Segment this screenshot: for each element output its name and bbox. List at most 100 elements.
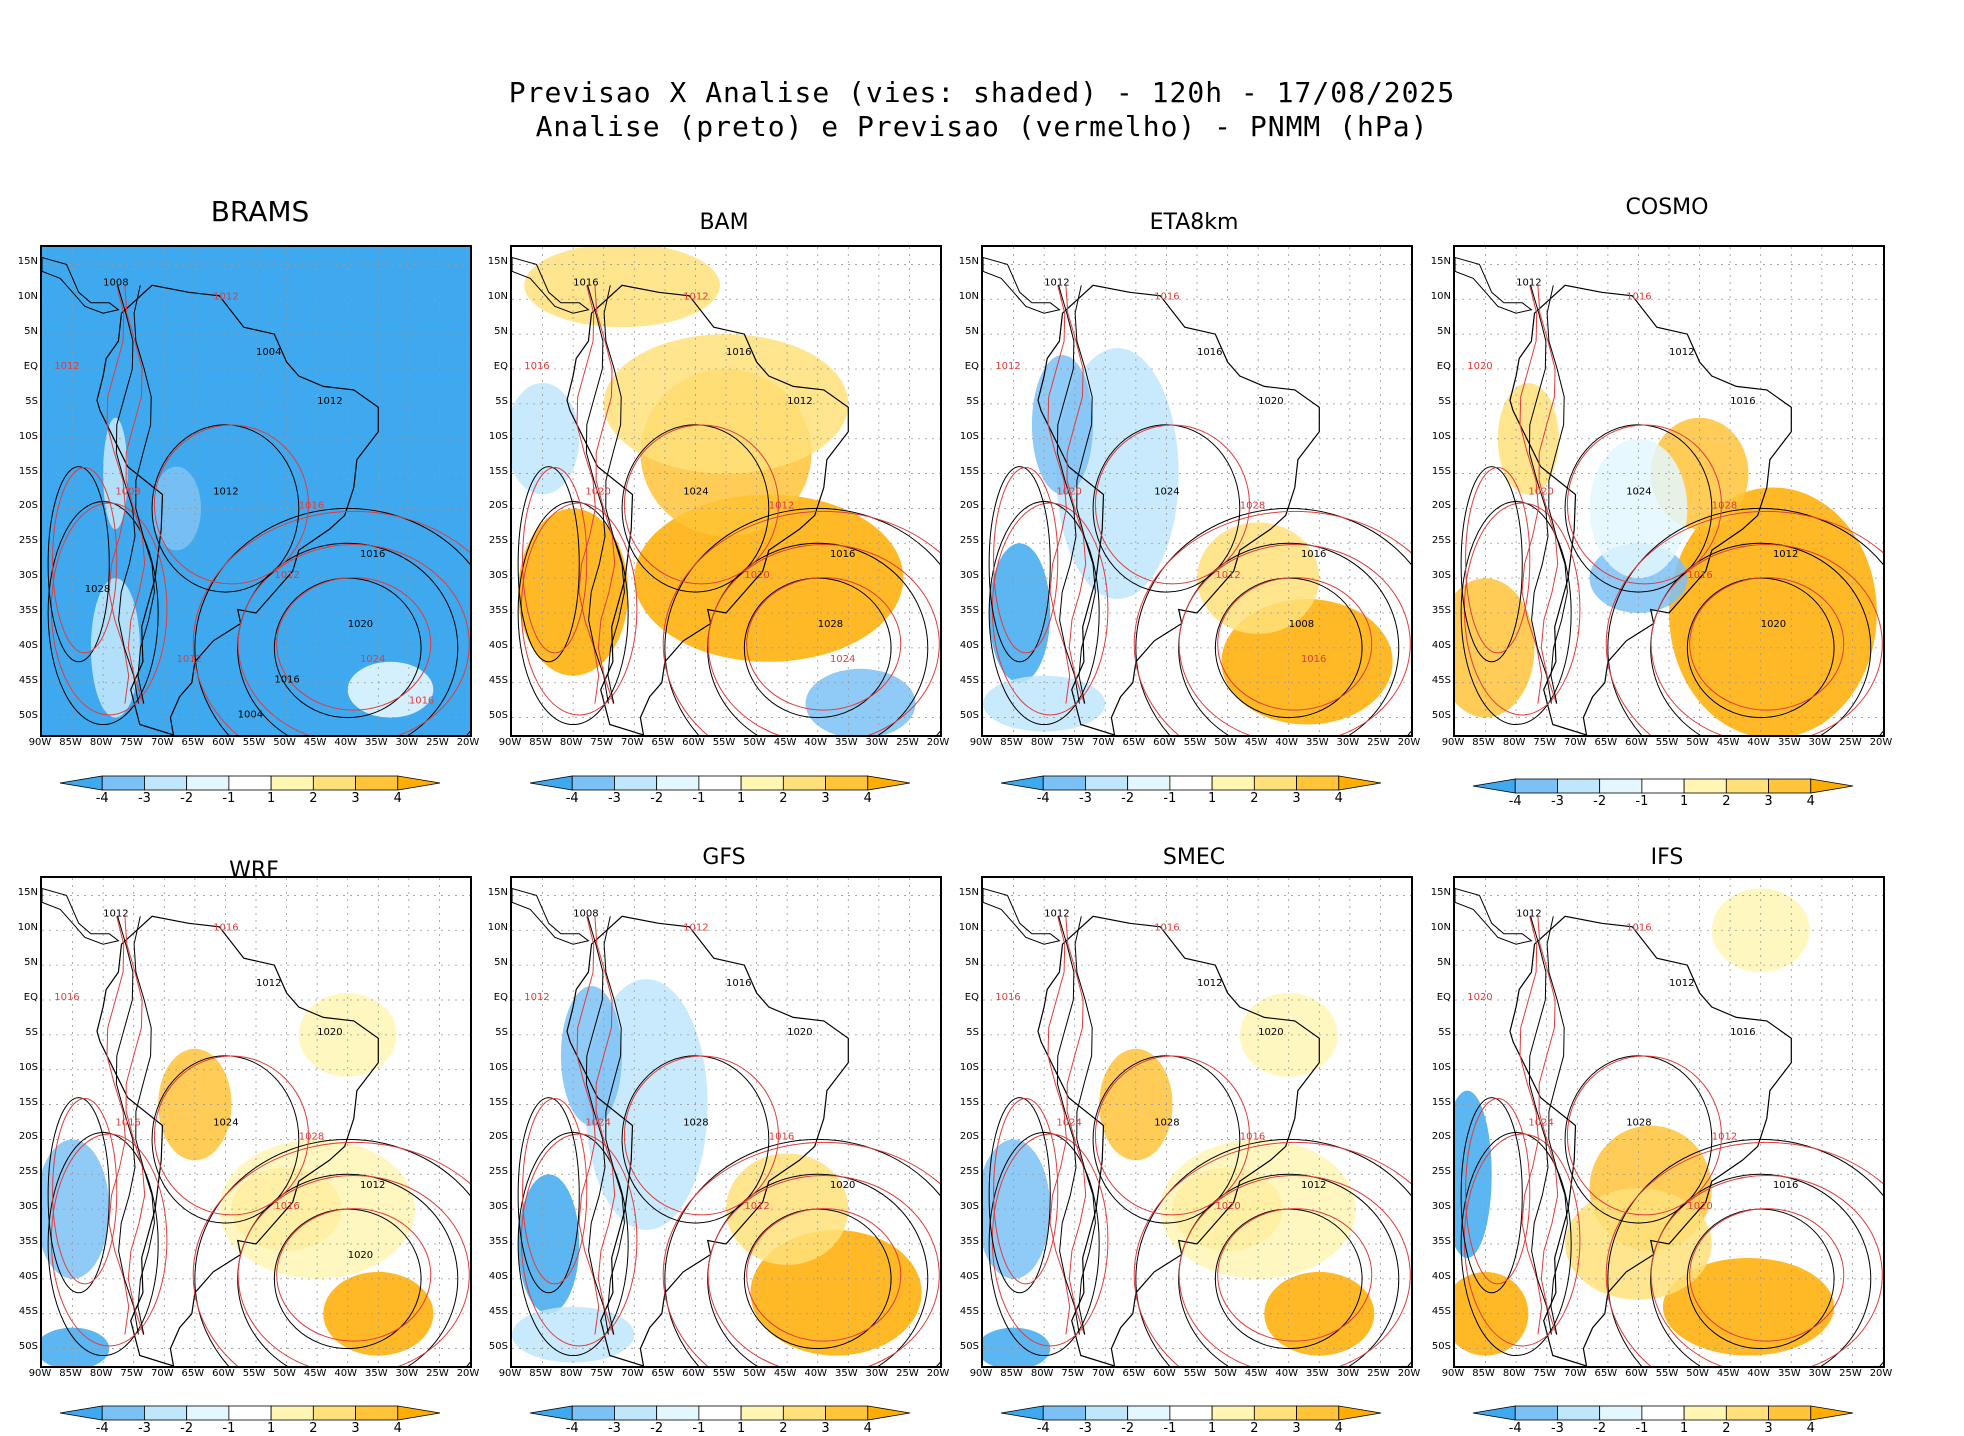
lon-tick-label: 35W (364, 737, 388, 748)
lon-tick-label: 85W (529, 737, 552, 748)
map-panel-gfs: 1008 1012 1016 1012 1020 1024 1028 1016 1020 1012 (510, 876, 942, 1368)
lat-tick-label: 40S (488, 1270, 508, 1282)
isobar-label: 1016 (995, 992, 1020, 1003)
lon-tick-label: 55W (1183, 1368, 1207, 1379)
isobar-label: 1020 (1761, 619, 1786, 630)
analysis-isobar (47, 466, 110, 663)
colorbar-label: 3 (821, 791, 830, 806)
lon-tick-label: 35W (834, 737, 858, 748)
lat-tick-label: 5S (1438, 395, 1451, 407)
isobar-label: 1028 (1626, 1117, 1651, 1128)
lon-tick-label: 85W (1000, 1368, 1023, 1379)
isobar-label: 1016 (830, 549, 855, 560)
colorbar-segment (656, 1405, 700, 1421)
analysis-isobar (1528, 916, 1552, 1335)
lat-tick-label: 25S (959, 535, 979, 547)
colorbar-segment (1810, 1405, 1854, 1421)
lon-tick-label: 85W (1472, 1368, 1495, 1379)
bias-shading (524, 247, 720, 328)
lat-tick-label: 10S (488, 1061, 508, 1073)
colorbar-segment (1296, 1405, 1340, 1421)
lat-tick-label: 10N (17, 922, 38, 934)
forecast-isobar (623, 1055, 779, 1216)
colorbar-segment (698, 1405, 742, 1421)
isobar-label: 1008 (103, 277, 128, 288)
lon-tick-label: 25W (426, 1368, 449, 1379)
lat-tick-label: 10N (1430, 922, 1451, 934)
isobar-label: 1016 (769, 1131, 794, 1142)
lon-tick-label: 40W (1747, 737, 1771, 748)
analysis-isobar (1460, 1131, 1572, 1357)
forecast-isobar (576, 285, 600, 704)
colorbar (50, 775, 450, 795)
lat-tick-label: 15N (17, 256, 38, 268)
lat-tick-label: 30S (18, 570, 38, 582)
lon-tick-label: 40W (804, 1368, 828, 1379)
lon-tick-label: 70W (1091, 737, 1115, 748)
forecast-isobar (124, 916, 146, 1335)
lon-tick-label: 90W (1441, 737, 1465, 748)
colorbar-segment (312, 1405, 356, 1421)
lat-tick-label: 15S (959, 1096, 979, 1108)
lat-tick-label: 5N (494, 326, 508, 338)
colorbar-label: -3 (607, 791, 621, 806)
analysis-isobar (988, 500, 1100, 726)
isobar-label: 1012 (683, 922, 708, 933)
coastline-south-america (566, 284, 849, 735)
colorbar-segment (1599, 1405, 1643, 1421)
colorbar-label: 4 (1334, 1421, 1343, 1436)
lon-tick-label: 65W (1594, 737, 1618, 748)
colorbar-label: 4 (863, 1421, 872, 1436)
isobar-label: 1016 (1301, 654, 1326, 665)
lat-tick-label: 15N (1430, 887, 1451, 899)
forecast-isobar (192, 1141, 470, 1366)
colorbar-label: 4 (1806, 794, 1815, 809)
colorbar (520, 1405, 920, 1425)
colorbar-label: 1 (266, 1421, 276, 1436)
lon-tick-label: 20W (456, 1368, 480, 1379)
forecast-isobar (1605, 1141, 1883, 1366)
colorbar-label: 1 (736, 791, 746, 806)
forecast-isobar (52, 466, 118, 654)
lon-tick-label: 65W (1594, 1368, 1618, 1379)
lat-tick-label: 25S (488, 535, 508, 547)
forecast-isobar (1519, 916, 1543, 1335)
colorbar-label: -2 (180, 1421, 194, 1436)
analysis-isobar (133, 285, 155, 704)
analysis-isobar (603, 285, 625, 704)
isobar-label: 1012 (317, 396, 342, 407)
colorbar-label: 2 (779, 791, 788, 806)
bias-shading (1197, 522, 1320, 634)
panel-title-bam: BAM (699, 210, 749, 235)
map-canvas: 1008 1012 1016 1012 1020 1024 1028 1016 1020 1012 (512, 878, 940, 1366)
colorbar-label: -4 (1508, 794, 1522, 809)
isobar-label: 1020 (348, 619, 373, 630)
lat-tick-label: 45S (18, 1305, 38, 1317)
lat-tick-label: 35S (18, 1236, 38, 1247)
forecast-isobar (1133, 1141, 1411, 1366)
coastline-central-america (512, 887, 590, 945)
lon-tick-label: 40W (804, 737, 828, 748)
lat-tick-label: 5S (966, 1026, 979, 1038)
analysis-isobar (1178, 1173, 1400, 1366)
analysis-isobar (1546, 916, 1568, 1335)
isobar-label: 1012 (1516, 277, 1541, 288)
lon-tick-label: 60W (682, 737, 705, 748)
colorbar-label: -1 (1635, 794, 1649, 809)
analysis-isobar (1460, 500, 1572, 726)
colorbar-label: -3 (1550, 794, 1564, 809)
isobar-label: 1024 (213, 1117, 238, 1128)
panel-title-brams: BRAMS (210, 195, 310, 228)
colorbar-segment (1000, 1405, 1044, 1421)
colorbar-label: -1 (222, 1421, 236, 1436)
colorbar-segment (656, 775, 700, 791)
isobar-label: 1024 (830, 654, 855, 665)
isobar-label: 1016 (1687, 570, 1712, 581)
analysis-isobar (1460, 1097, 1523, 1294)
analysis-isobar (1135, 1138, 1411, 1366)
lon-tick-label: 30W (395, 1368, 419, 1379)
colorbar-segment (101, 775, 145, 791)
isobar-label: 1016 (299, 500, 324, 511)
isobar-label: 1012 (54, 361, 79, 372)
lat-tick-label: 45S (1431, 674, 1451, 686)
